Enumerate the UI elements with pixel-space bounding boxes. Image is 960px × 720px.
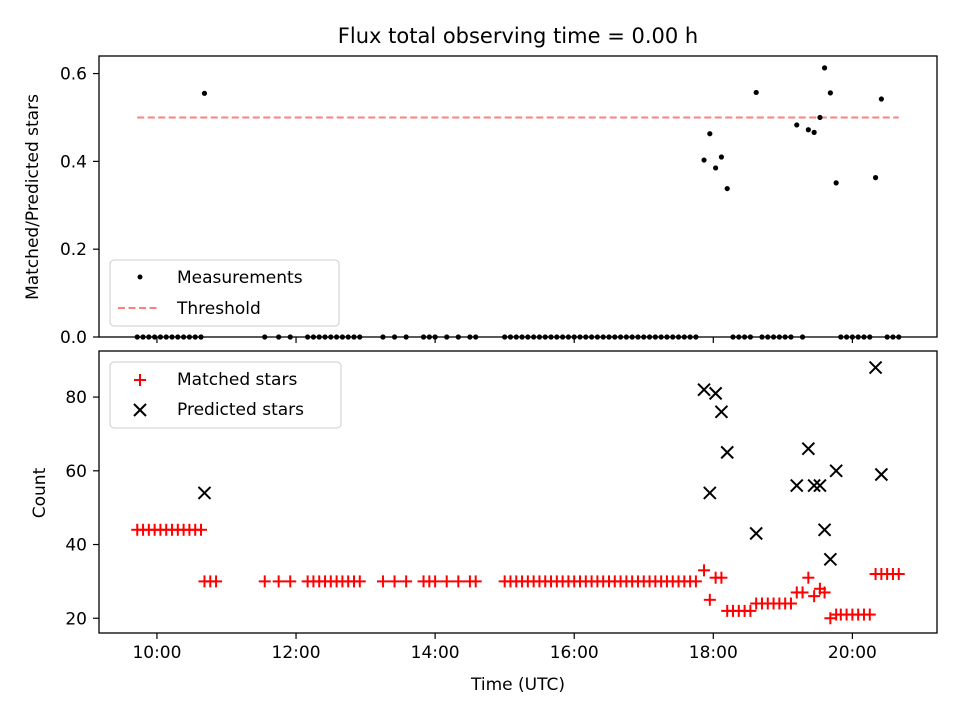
matched-stars-point (210, 575, 223, 588)
matched-stars-point (744, 604, 757, 617)
bottom-plot-frame (98, 350, 938, 634)
measurement-point (811, 129, 817, 135)
measurement-point (817, 114, 823, 121)
predicted-stars-point (197, 486, 212, 500)
matched-stars-point (802, 571, 815, 584)
legend-matched-label: Matched stars (177, 370, 297, 390)
legend-measurements-label: Measurements (177, 268, 303, 288)
top-y-tick-label: 0.6 (60, 65, 87, 85)
predicted-stars-point (697, 382, 711, 397)
top-plot-frame (98, 55, 938, 338)
bottom-legend: Matched stars Predicted stars (109, 361, 342, 429)
predicted-stars-point (868, 360, 883, 375)
bottom-x-tick-label: 20:00 (828, 643, 877, 663)
predicted-stars-point (703, 486, 717, 500)
legend-matched-marker (134, 374, 146, 386)
predicted-stars-point (829, 464, 843, 478)
measurement-point (833, 180, 839, 186)
predicted-stars-point (874, 467, 889, 482)
top-y-tick-label: 0.2 (60, 240, 87, 260)
matched-stars-point (400, 575, 413, 588)
measurement-point (878, 96, 884, 102)
predicted-stars-point (749, 526, 763, 541)
top-legend: Measurements Threshold (109, 259, 340, 327)
matched-stars-point (353, 575, 366, 588)
top-chart-title: Flux total observing time = 0.00 h (338, 24, 698, 48)
matched-stars-point (440, 575, 453, 588)
predicted-stars-point (790, 478, 804, 493)
bottom-y-tick-label: 60 (65, 462, 87, 482)
matched-stars-point (892, 568, 905, 581)
measurement-point (827, 90, 833, 96)
matched-stars-point (452, 575, 465, 588)
matched-stars-point (376, 575, 389, 588)
bottom-y-tick-label: 20 (65, 609, 87, 629)
top-plot: 0.0 0.2 0.4 0.6 Matched/Predicted stars Mea… (23, 55, 938, 348)
top-y-tick-label: 0.4 (60, 152, 87, 172)
measurement-point (713, 165, 719, 171)
bottom-x-tick-label: 16:00 (550, 643, 599, 663)
predicted-stars-point (817, 523, 832, 537)
matched-stars-point (194, 523, 207, 536)
measurement-point (821, 65, 828, 71)
matched-stars-point (784, 597, 797, 610)
measurement-point (718, 154, 725, 160)
matched-stars-point (863, 608, 876, 621)
top-y-axis-label: Matched/Predicted stars (23, 94, 43, 300)
bottom-x-tick-label: 12:00 (272, 643, 321, 663)
predicted-stars-point (714, 405, 729, 419)
top-legend-box (109, 259, 340, 327)
legend-threshold-label: Threshold (176, 299, 261, 319)
legend-predicted-label: Predicted stars (177, 400, 304, 420)
predicted-stars-point (807, 478, 821, 493)
measurement-point (701, 157, 707, 163)
measurement-point (794, 122, 800, 128)
matched-stars-point (703, 593, 716, 606)
matched-stars-point (698, 564, 711, 577)
measurement-point (201, 90, 208, 96)
matched-stars-point (796, 586, 809, 599)
bottom-x-tick-label: 18:00 (689, 643, 738, 663)
bottom-x-tick-label: 14:00 (411, 643, 460, 663)
legend-predicted-marker (133, 403, 147, 417)
predicted-stars-point (720, 445, 734, 460)
matched-stars-point (284, 575, 297, 588)
bottom-y-axis-label: Count (30, 467, 50, 518)
legend-measurements-marker (137, 274, 143, 280)
measurement-point (753, 89, 759, 96)
top-y-tick-label: 0.0 (60, 328, 87, 348)
bottom-y-tick-label: 80 (65, 388, 87, 408)
matched-stars-point (689, 575, 702, 588)
matched-stars-point (808, 590, 821, 603)
measurement-point (805, 127, 811, 133)
bottom-x-axis-label: Time (UTC) (470, 675, 565, 695)
predicted-stars-point (708, 386, 723, 401)
matched-stars-point (715, 571, 728, 584)
bottom-x-tick-label: 10:00 (132, 643, 181, 663)
matched-stars-point (272, 575, 285, 588)
predicted-stars-point (813, 478, 827, 493)
bottom-legend-box (109, 361, 342, 429)
matched-stars-point (818, 586, 831, 599)
bottom-y-tick-label: 40 (65, 536, 87, 556)
bottom-plot: 10:00 12:00 14:00 16:00 18:00 20:00 20 40 60 80 C… (30, 350, 938, 695)
measurement-point (707, 131, 713, 137)
measurement-point (872, 175, 879, 181)
matched-stars-point (258, 575, 271, 588)
matched-stars-point (469, 575, 482, 588)
predicted-stars-point (801, 441, 816, 456)
predicted-stars-point (823, 552, 838, 566)
matched-stars-point (429, 575, 442, 588)
measurement-point (724, 185, 730, 192)
matched-stars-point (388, 575, 401, 588)
